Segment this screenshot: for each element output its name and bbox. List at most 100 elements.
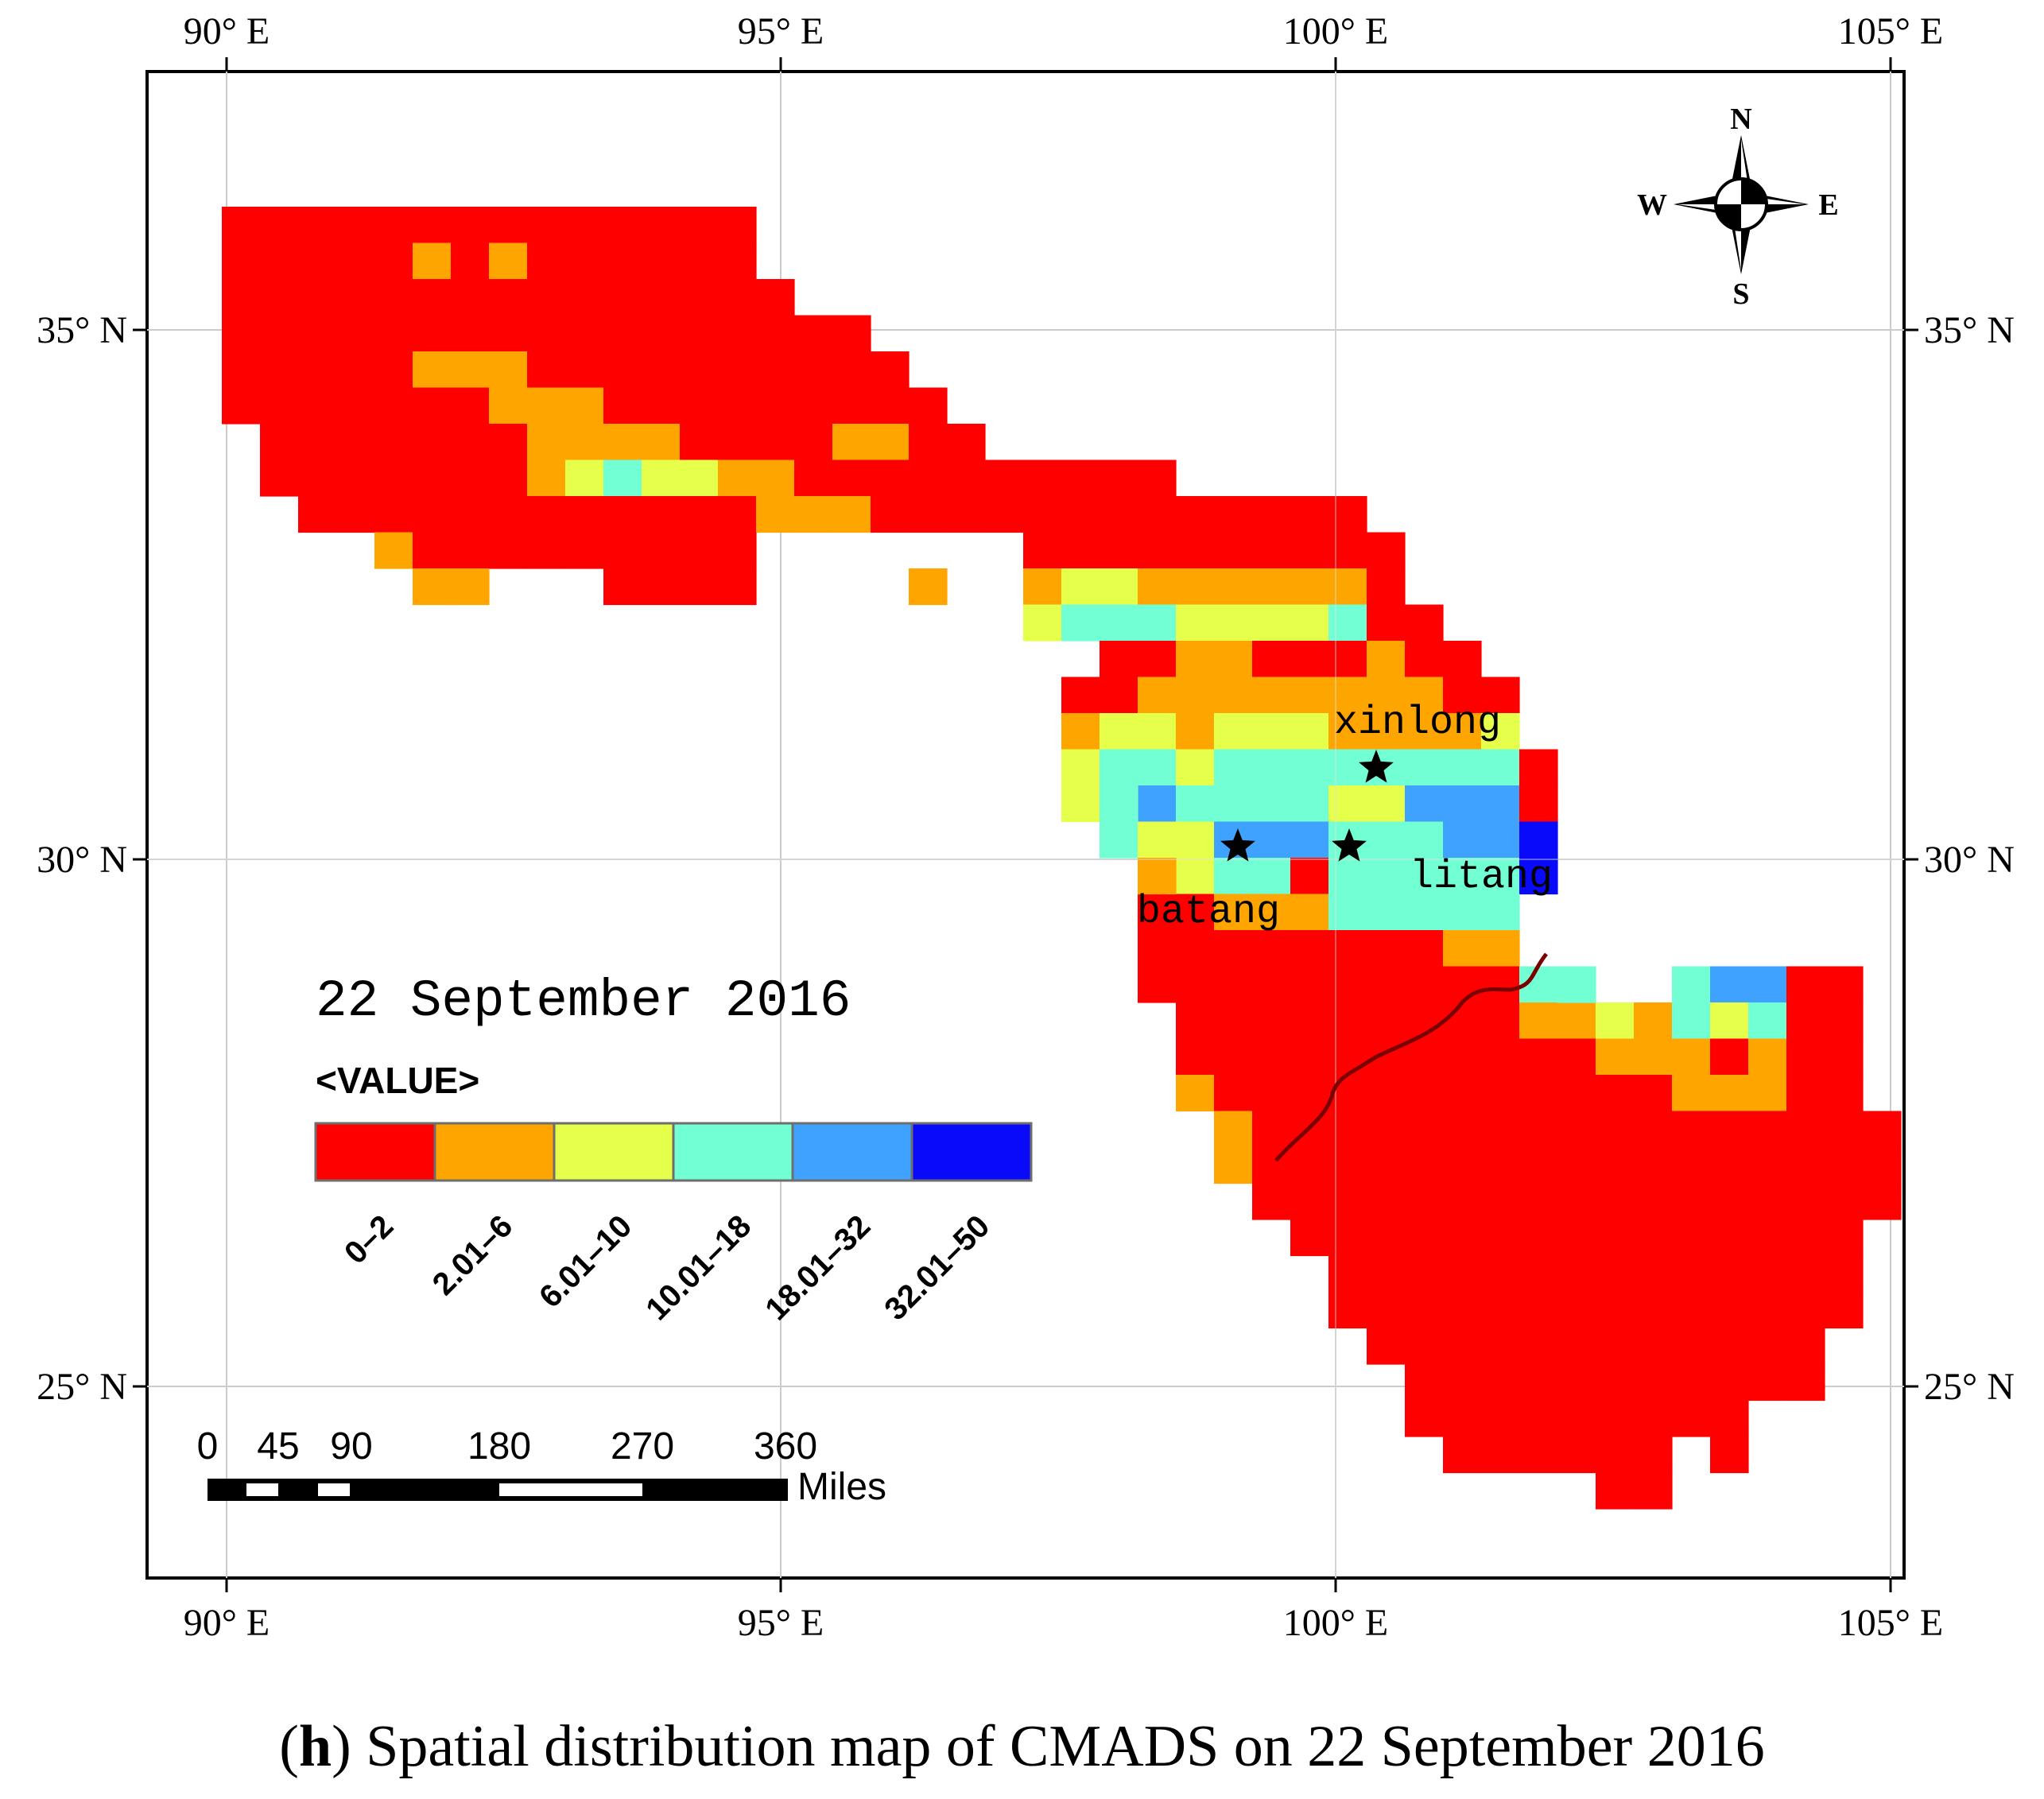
grid-cell [1290,821,1329,859]
grid-cell [374,207,413,244]
grid-cell [1252,1038,1291,1076]
grid-cell [1443,1255,1482,1293]
grid-cell [1481,858,1520,895]
grid-cell [1557,1219,1596,1257]
grid-cell [680,242,719,280]
grid-cell [1061,459,1100,497]
grid-cell [1328,894,1367,931]
grid-cell [1405,1183,1444,1220]
grid-cell [1367,930,1406,967]
scale-label-90: 90 [330,1425,372,1468]
top-label-105e: 105° E [1838,10,1944,52]
grid-cell [222,315,261,352]
grid-cell [1786,1111,1825,1148]
grid-cell [1825,966,1864,1003]
grid-cell [603,315,642,352]
grid-cell [1290,930,1329,967]
grid-cell [1367,821,1406,859]
grid-cell [1100,604,1138,642]
grid-cell [1405,1364,1444,1402]
graticule-overlay [147,72,1904,1578]
grid-cell [1214,930,1253,967]
grid-cell [1252,930,1291,967]
grid-cell [1634,1038,1673,1076]
grid-cell [489,496,528,533]
grid-cell [1023,459,1062,497]
grid-cell [603,568,642,606]
grid-cell [603,242,642,280]
grid-cell [1367,568,1406,606]
grid-cell [1061,677,1100,714]
grid-cell [451,207,490,244]
grid-cell [871,496,910,533]
grid-cell [947,459,986,497]
grid-cell [642,459,681,497]
grid-cell [565,459,604,497]
grid-cell [1672,1038,1711,1076]
grid-cell [1252,1111,1291,1148]
grid-cell [298,242,337,280]
grid-cell [756,279,795,316]
grid-cell [1519,1436,1558,1474]
grid-cell [1290,1075,1329,1112]
grid-cell [1748,1147,1787,1184]
grid-cell [1214,749,1253,786]
grid-cell [527,532,566,569]
caption-panel-letter: h [298,1714,332,1779]
grid-cell [1252,821,1291,859]
bottom-label-105e: 105° E [1838,1602,1944,1644]
grid-cell [1138,677,1177,714]
grid-cell [1328,496,1367,533]
grid-cell [489,387,528,425]
grid-cell [1519,1038,1558,1076]
grid-cell [642,207,681,244]
grid-cell [1290,496,1329,533]
grid-cell [1100,713,1138,750]
grid-cell [222,242,261,280]
grid-cell [1367,1111,1406,1148]
grid-cell [1252,785,1291,823]
grid-cell [1214,604,1253,642]
grid-cell [1481,1255,1520,1293]
grid-cell [1481,1111,1520,1148]
grid-cell [1825,1147,1864,1184]
legend-swatch-1 [314,1122,436,1182]
grid-cell [260,351,299,389]
grid-cell [1825,1002,1864,1040]
grid-cell [1176,749,1215,786]
grid-cell [718,568,757,606]
grid-cell [1481,1219,1520,1257]
grid-cell [1519,1111,1558,1148]
grid-cell [756,387,795,425]
top-label-95e: 95° E [738,10,824,52]
grid-cell [1252,858,1291,895]
grid-cell [1443,713,1482,750]
right-label-30n: 30° N [1924,839,2015,881]
grid-cell [1710,1400,1749,1437]
grid-cell [1061,713,1100,750]
grid-cell [1443,677,1482,714]
grid-cell [1367,677,1406,714]
grid-cell [1634,1364,1673,1402]
grid-cell [1786,1147,1825,1184]
grid-cell [1481,1400,1520,1437]
grid-cell [260,279,299,316]
grid-cell [1405,1111,1444,1148]
grid-cell [336,424,375,461]
grid-cell [1252,966,1291,1003]
grid-cell [1290,749,1329,786]
grid-cell [413,351,452,389]
grid-cell [451,459,490,497]
grid-cell [718,279,757,316]
grid-cell [1443,821,1482,859]
grid-cell [603,496,642,533]
grid-cell [1634,1183,1673,1220]
grid-cell [1634,1255,1673,1293]
grid-cell [1748,1002,1787,1040]
grid-cell [1557,1038,1596,1076]
grid-cell [1328,930,1367,967]
grid-cell [909,387,948,425]
grid-cell [1214,1002,1253,1040]
grid-cell [260,207,299,244]
grid-cell [718,315,757,352]
